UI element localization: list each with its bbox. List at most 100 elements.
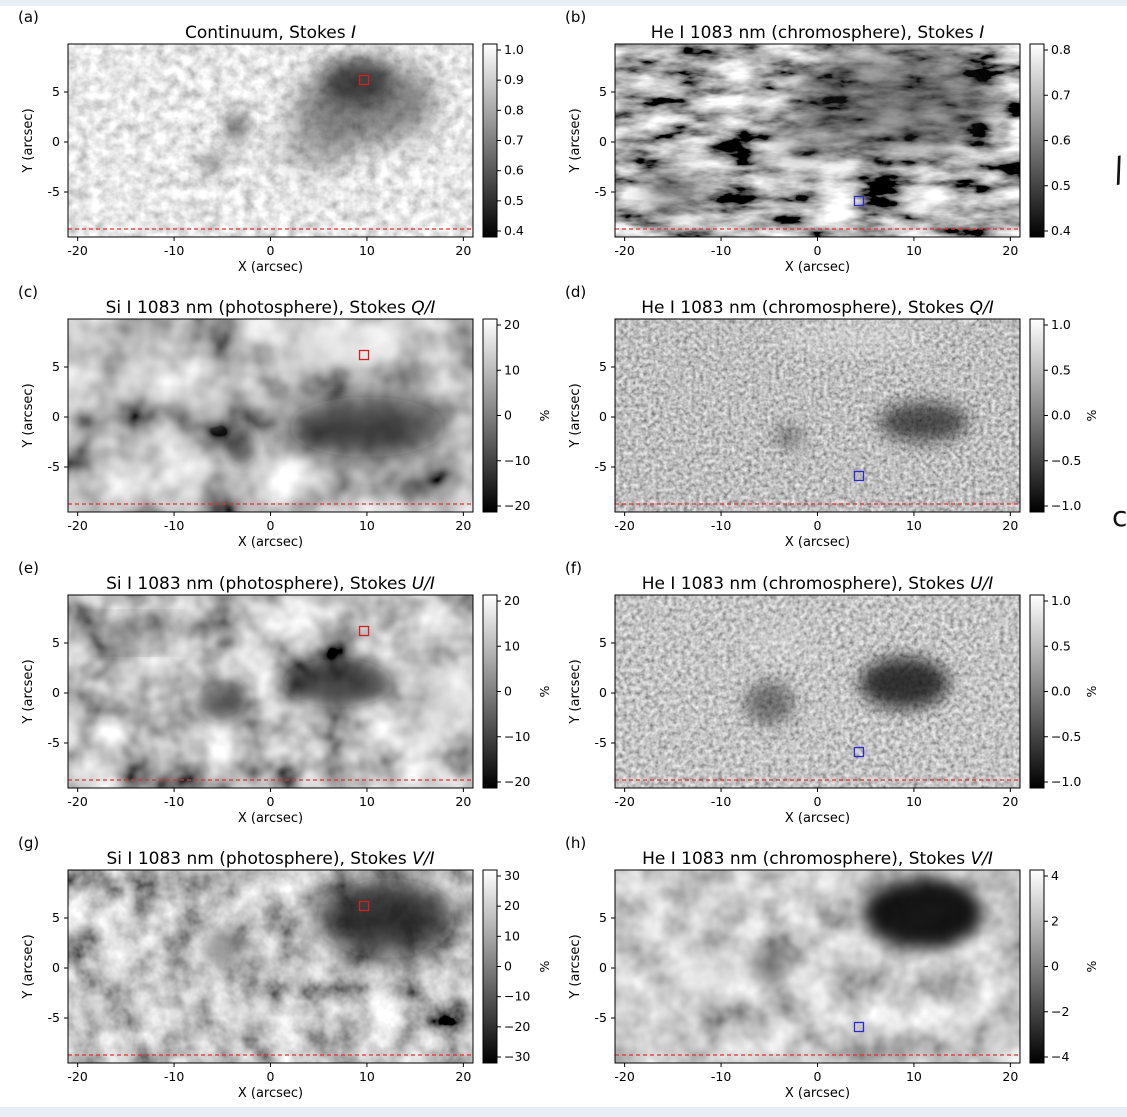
x-tick-label: -10 bbox=[164, 518, 184, 533]
y-axis-label: Y (arcsec) bbox=[568, 383, 583, 448]
x-tick-label: 20 bbox=[455, 243, 471, 258]
x-tick-label: 10 bbox=[359, 794, 375, 809]
panel-g-marker-square bbox=[358, 900, 370, 912]
panel-a-marker-square bbox=[358, 74, 370, 86]
y-tick-label: 0 bbox=[599, 134, 607, 149]
x-tick-label: 20 bbox=[1002, 1069, 1018, 1084]
colorbar-tick-label: 10 bbox=[504, 362, 520, 377]
panel-f-marker-square bbox=[853, 746, 865, 758]
x-tick-label: -10 bbox=[164, 243, 184, 258]
y-tick-label: 5 bbox=[52, 635, 60, 650]
x-tick-label: 0 bbox=[267, 1069, 275, 1084]
x-tick-label: 10 bbox=[359, 518, 375, 533]
colorbar-tick-label: −30 bbox=[504, 1049, 530, 1064]
bottom-edge-strip bbox=[0, 1107, 1127, 1117]
panel-label: (c) bbox=[18, 283, 38, 301]
colorbar-unit-label: % bbox=[537, 685, 552, 697]
x-tick-label: 20 bbox=[455, 794, 471, 809]
colorbar-tick-label: −1.0 bbox=[1051, 498, 1081, 513]
colorbar-tick-label: 1.0 bbox=[504, 42, 524, 57]
colorbar-tick-label: 0.5 bbox=[1051, 638, 1071, 653]
x-tick-label: 0 bbox=[267, 243, 275, 258]
panel-b-colorbar bbox=[1029, 43, 1045, 238]
y-tick-label: 0 bbox=[599, 409, 607, 424]
y-tick-label: 5 bbox=[599, 635, 607, 650]
x-tick-label: 20 bbox=[455, 1069, 471, 1084]
colorbar-tick-label: 20 bbox=[504, 898, 520, 913]
x-tick-label: -10 bbox=[164, 1069, 184, 1084]
x-tick-label: 0 bbox=[267, 794, 275, 809]
panel-a-colorbar bbox=[482, 43, 498, 238]
colorbar-tick-label: 0 bbox=[504, 408, 512, 423]
x-tick-label: 10 bbox=[906, 794, 922, 809]
top-edge-strip bbox=[0, 0, 1127, 6]
panel-label: (g) bbox=[18, 834, 39, 852]
y-tick-label: 0 bbox=[52, 960, 60, 975]
y-tick-label: -5 bbox=[48, 735, 60, 750]
x-tick-label: -20 bbox=[614, 243, 634, 258]
y-axis-label: Y (arcsec) bbox=[568, 108, 583, 173]
panel-label: (f) bbox=[565, 559, 582, 577]
x-tick-label: -20 bbox=[614, 1069, 634, 1084]
panel-c: -20 -10 0 10 20 X (arcsec) 5 0 -5 Y (arcsec) (c) Si… bbox=[18, 283, 552, 550]
y-tick-label: 5 bbox=[599, 84, 607, 99]
colorbar-tick-label: 0.8 bbox=[1051, 42, 1071, 57]
colorbar-tick-label: 4 bbox=[1051, 868, 1059, 883]
colorbar-tick-label: 0.4 bbox=[504, 223, 524, 238]
panel-e-colorbar bbox=[482, 594, 498, 789]
colorbar-tick-label: 0.6 bbox=[1051, 133, 1071, 148]
y-tick-label: 5 bbox=[52, 910, 60, 925]
colorbar-tick-label: 0.5 bbox=[1051, 178, 1071, 193]
y-tick-label: -5 bbox=[48, 1010, 60, 1025]
panel-title: He I 1083 nm (chromosphere), Stokes V/I bbox=[642, 849, 993, 869]
colorbar-unit-label: % bbox=[1084, 685, 1099, 697]
colorbar-tick-label: −10 bbox=[504, 453, 530, 468]
panel-h-colorbar bbox=[1029, 869, 1045, 1064]
y-tick-label: 5 bbox=[599, 910, 607, 925]
y-tick-label: 0 bbox=[52, 685, 60, 700]
x-axis-label: X (arcsec) bbox=[785, 811, 850, 826]
x-tick-label: -10 bbox=[711, 1069, 731, 1084]
colorbar-unit-label: % bbox=[1084, 960, 1099, 972]
panel-title: Si I 1083 nm (photosphere), Stokes U/I bbox=[106, 574, 435, 594]
panel-f-image bbox=[615, 595, 1020, 788]
y-tick-label: 5 bbox=[52, 84, 60, 99]
x-axis-label: X (arcsec) bbox=[238, 1086, 303, 1101]
y-tick-label: 0 bbox=[52, 409, 60, 424]
colorbar-tick-label: 0.5 bbox=[504, 193, 524, 208]
x-tick-label: -10 bbox=[711, 518, 731, 533]
panel-b: -20 -10 0 10 20 X (arcsec) 5 0 -5 Y (arcsec) (b) He… bbox=[565, 8, 1071, 275]
colorbar-tick-label: 0.6 bbox=[504, 163, 524, 178]
panel-label: (h) bbox=[565, 834, 586, 852]
colorbar-tick-label: 0 bbox=[504, 684, 512, 699]
x-axis-label: X (arcsec) bbox=[785, 1086, 850, 1101]
x-axis-label: X (arcsec) bbox=[785, 535, 850, 550]
x-tick-label: -20 bbox=[67, 794, 87, 809]
x-tick-label: -20 bbox=[614, 794, 634, 809]
y-tick-label: 5 bbox=[599, 359, 607, 374]
colorbar-tick-label: 20 bbox=[504, 593, 520, 608]
y-tick-label: -5 bbox=[48, 459, 60, 474]
panel-h-marker-square bbox=[853, 1021, 865, 1033]
y-tick-label: -5 bbox=[595, 735, 607, 750]
x-axis-label: X (arcsec) bbox=[238, 811, 303, 826]
y-tick-label: 0 bbox=[52, 134, 60, 149]
panel-h: -20 -10 0 10 20X (arcsec)50-5Y (arcsec)(h)He… bbox=[565, 834, 1099, 1101]
x-tick-label: 0 bbox=[814, 794, 822, 809]
panel-d-colorbar bbox=[1029, 318, 1045, 513]
y-tick-label: 5 bbox=[52, 359, 60, 374]
panel-b-marker-square bbox=[853, 195, 865, 207]
x-tick-label: 0 bbox=[814, 518, 822, 533]
y-tick-label: -5 bbox=[595, 459, 607, 474]
x-tick-label: 10 bbox=[359, 243, 375, 258]
x-tick-label: 20 bbox=[1002, 243, 1018, 258]
panel-g: -20 -10 0 10 20 X (arcsec) 5 0 -5 Y (arcsec) (g) Si… bbox=[18, 834, 552, 1101]
y-axis-label: Y (arcsec) bbox=[568, 659, 583, 724]
colorbar-unit-label: % bbox=[537, 960, 552, 972]
y-axis-label: Y (arcsec) bbox=[21, 383, 36, 448]
colorbar-tick-label: 2 bbox=[1051, 913, 1059, 928]
x-tick-label: 0 bbox=[814, 243, 822, 258]
colorbar-tick-label: −10 bbox=[504, 989, 530, 1004]
x-axis-label: X (arcsec) bbox=[238, 260, 303, 275]
